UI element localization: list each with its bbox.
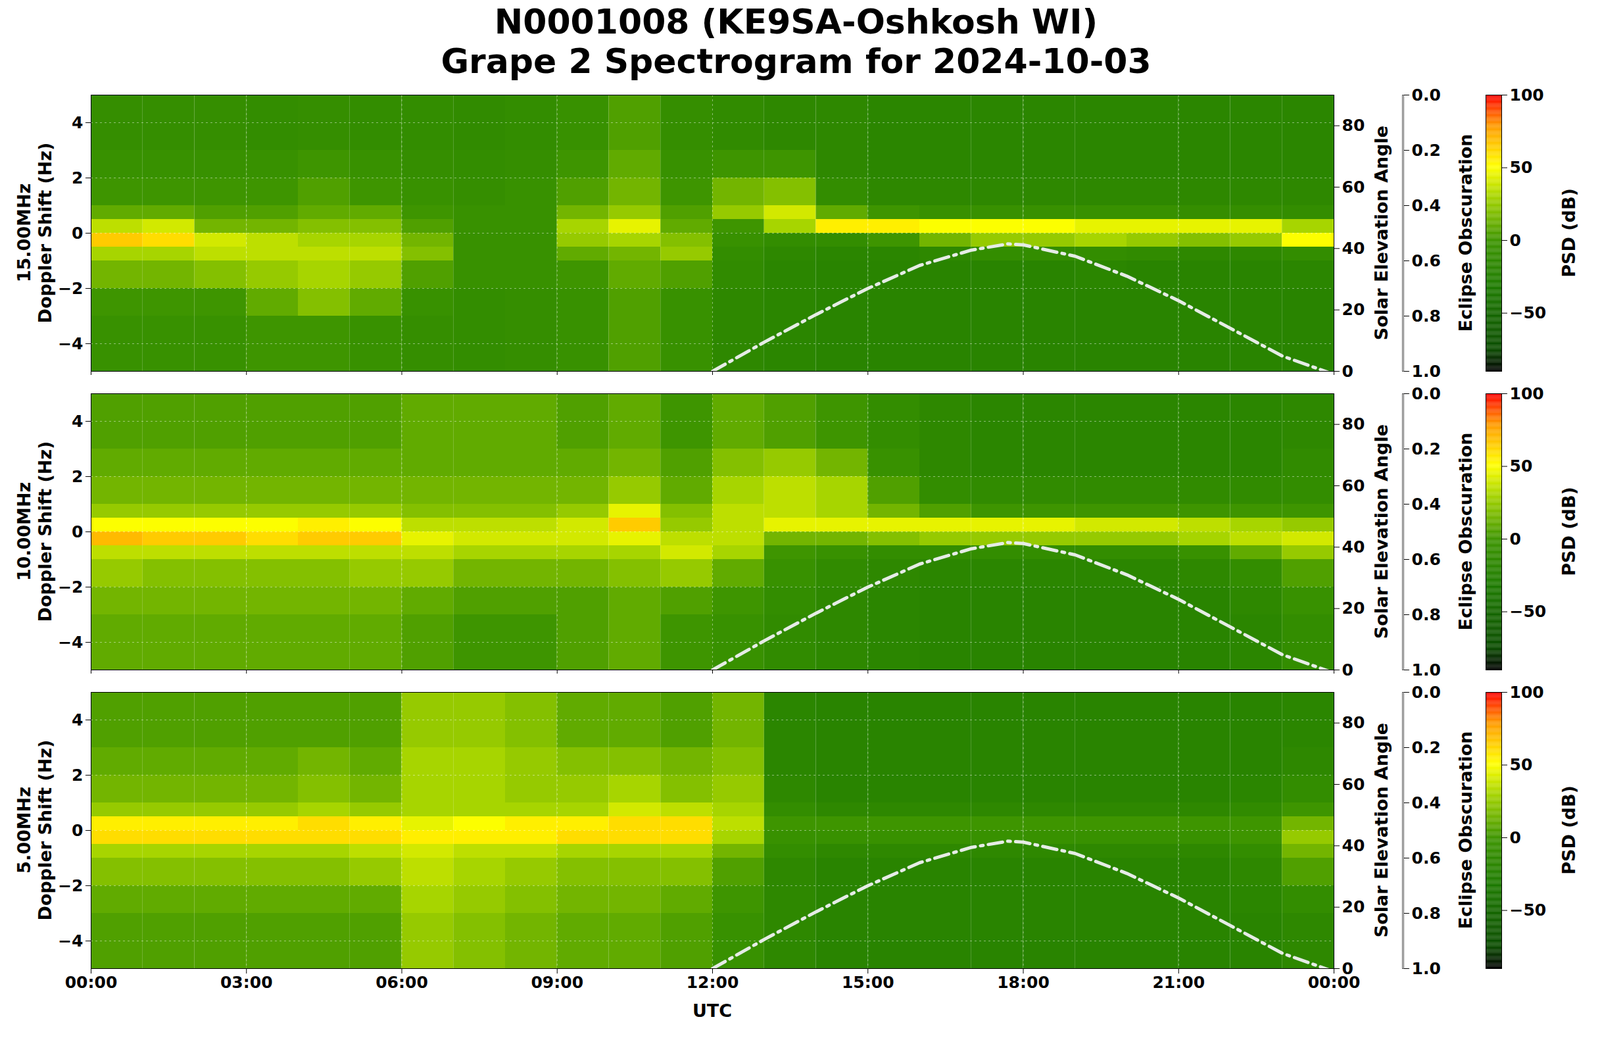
svg-text:15:00: 15:00 <box>841 972 895 992</box>
svg-text:PSD (dB): PSD (dB) <box>1558 785 1579 875</box>
svg-text:Solar Elevation Angle: Solar Elevation Angle <box>1371 424 1392 639</box>
svg-text:0.6: 0.6 <box>1411 549 1441 569</box>
svg-text:Eclipse Obscuration: Eclipse Obscuration <box>1455 432 1476 631</box>
svg-text:PSD (dB): PSD (dB) <box>1558 188 1579 278</box>
svg-text:20: 20 <box>1342 598 1366 618</box>
svg-text:40: 40 <box>1342 835 1366 855</box>
html-text:N0001008 (KE9SA-Oshkosh WI): N0001008 (KE9SA-Oshkosh WI) <box>494 1 1098 42</box>
svg-text:−50: −50 <box>1509 303 1547 323</box>
svg-text:12:00: 12:00 <box>686 972 740 992</box>
svg-text:0: 0 <box>71 522 83 542</box>
svg-text:Eclipse Obscuration: Eclipse Obscuration <box>1455 730 1476 929</box>
svg-text:2: 2 <box>71 168 83 188</box>
svg-text:09:00: 09:00 <box>530 972 584 992</box>
svg-text:100: 100 <box>1509 384 1545 404</box>
svg-text:18:00: 18:00 <box>996 972 1050 992</box>
svg-text:−2: −2 <box>57 278 83 298</box>
svg-text:60: 60 <box>1342 476 1366 496</box>
svg-text:50: 50 <box>1509 754 1533 775</box>
svg-text:40: 40 <box>1342 537 1366 557</box>
svg-text:−4: −4 <box>57 632 83 652</box>
svg-text:Doppler Shift (Hz): Doppler Shift (Hz) <box>34 739 56 921</box>
svg-text:03:00: 03:00 <box>220 972 273 992</box>
svg-text:0: 0 <box>1342 958 1354 978</box>
svg-text:0.6: 0.6 <box>1411 251 1441 271</box>
svg-text:0.8: 0.8 <box>1411 306 1441 326</box>
svg-text:20: 20 <box>1342 896 1366 917</box>
html-text:Grape 2 Spectrogram for 2024-1: Grape 2 Spectrogram for 2024-10-03 <box>440 41 1152 81</box>
svg-text:100: 100 <box>1509 85 1545 105</box>
svg-text:0: 0 <box>71 820 83 840</box>
svg-text:−2: −2 <box>57 875 83 896</box>
svg-text:0.2: 0.2 <box>1411 140 1441 160</box>
svg-text:4: 4 <box>71 411 83 431</box>
svg-text:PSD (dB): PSD (dB) <box>1558 486 1579 577</box>
svg-text:2: 2 <box>71 466 83 486</box>
svg-text:0: 0 <box>1342 660 1354 680</box>
svg-text:−2: −2 <box>57 577 83 597</box>
svg-text:−50: −50 <box>1509 900 1547 920</box>
svg-text:1.0: 1.0 <box>1411 660 1441 680</box>
svg-text:80: 80 <box>1342 115 1366 135</box>
svg-text:−4: −4 <box>57 931 83 951</box>
svg-text:40: 40 <box>1342 238 1366 258</box>
svg-text:0.4: 0.4 <box>1411 494 1441 514</box>
svg-text:100: 100 <box>1509 682 1545 702</box>
svg-text:0.0: 0.0 <box>1411 384 1441 404</box>
svg-text:0: 0 <box>1342 361 1354 381</box>
svg-text:00:00: 00:00 <box>65 972 118 992</box>
svg-text:06:00: 06:00 <box>375 972 429 992</box>
svg-text:10.00MHz: 10.00MHz <box>13 482 35 582</box>
svg-text:0: 0 <box>1509 529 1522 549</box>
svg-text:0.4: 0.4 <box>1411 195 1441 216</box>
svg-text:2: 2 <box>71 765 83 785</box>
svg-text:20: 20 <box>1342 299 1366 319</box>
svg-text:1.0: 1.0 <box>1411 361 1441 381</box>
svg-text:21:00: 21:00 <box>1152 972 1205 992</box>
svg-text:Doppler Shift (Hz): Doppler Shift (Hz) <box>34 441 56 623</box>
svg-text:4: 4 <box>71 113 83 133</box>
svg-text:0.2: 0.2 <box>1411 439 1441 459</box>
svg-text:00:00: 00:00 <box>1308 972 1361 992</box>
svg-text:50: 50 <box>1509 456 1533 476</box>
svg-text:0.0: 0.0 <box>1411 85 1441 105</box>
svg-text:80: 80 <box>1342 414 1366 434</box>
svg-text:−50: −50 <box>1509 601 1547 621</box>
svg-text:0.6: 0.6 <box>1411 848 1441 868</box>
svg-text:5.00MHz: 5.00MHz <box>13 786 35 874</box>
svg-text:0: 0 <box>71 223 83 243</box>
svg-text:0.8: 0.8 <box>1411 605 1441 625</box>
svg-text:−4: −4 <box>57 334 83 354</box>
svg-text:0.0: 0.0 <box>1411 682 1441 702</box>
svg-text:Solar Elevation Angle: Solar Elevation Angle <box>1371 722 1392 938</box>
svg-text:0.2: 0.2 <box>1411 737 1441 757</box>
svg-text:0: 0 <box>1509 230 1522 250</box>
svg-text:UTC: UTC <box>692 1000 732 1021</box>
svg-text:50: 50 <box>1509 157 1533 177</box>
svg-text:80: 80 <box>1342 712 1366 732</box>
svg-text:4: 4 <box>71 710 83 730</box>
svg-text:Eclipse Obscuration: Eclipse Obscuration <box>1455 133 1476 332</box>
svg-text:Solar Elevation Angle: Solar Elevation Angle <box>1371 125 1392 340</box>
svg-text:60: 60 <box>1342 177 1366 197</box>
svg-text:0: 0 <box>1509 827 1522 848</box>
svg-text:1.0: 1.0 <box>1411 958 1441 978</box>
svg-text:0.8: 0.8 <box>1411 903 1441 923</box>
svg-text:15.00MHz: 15.00MHz <box>13 183 35 283</box>
svg-text:60: 60 <box>1342 774 1366 794</box>
svg-text:0.4: 0.4 <box>1411 793 1441 813</box>
svg-text:Doppler Shift (Hz): Doppler Shift (Hz) <box>34 142 56 324</box>
